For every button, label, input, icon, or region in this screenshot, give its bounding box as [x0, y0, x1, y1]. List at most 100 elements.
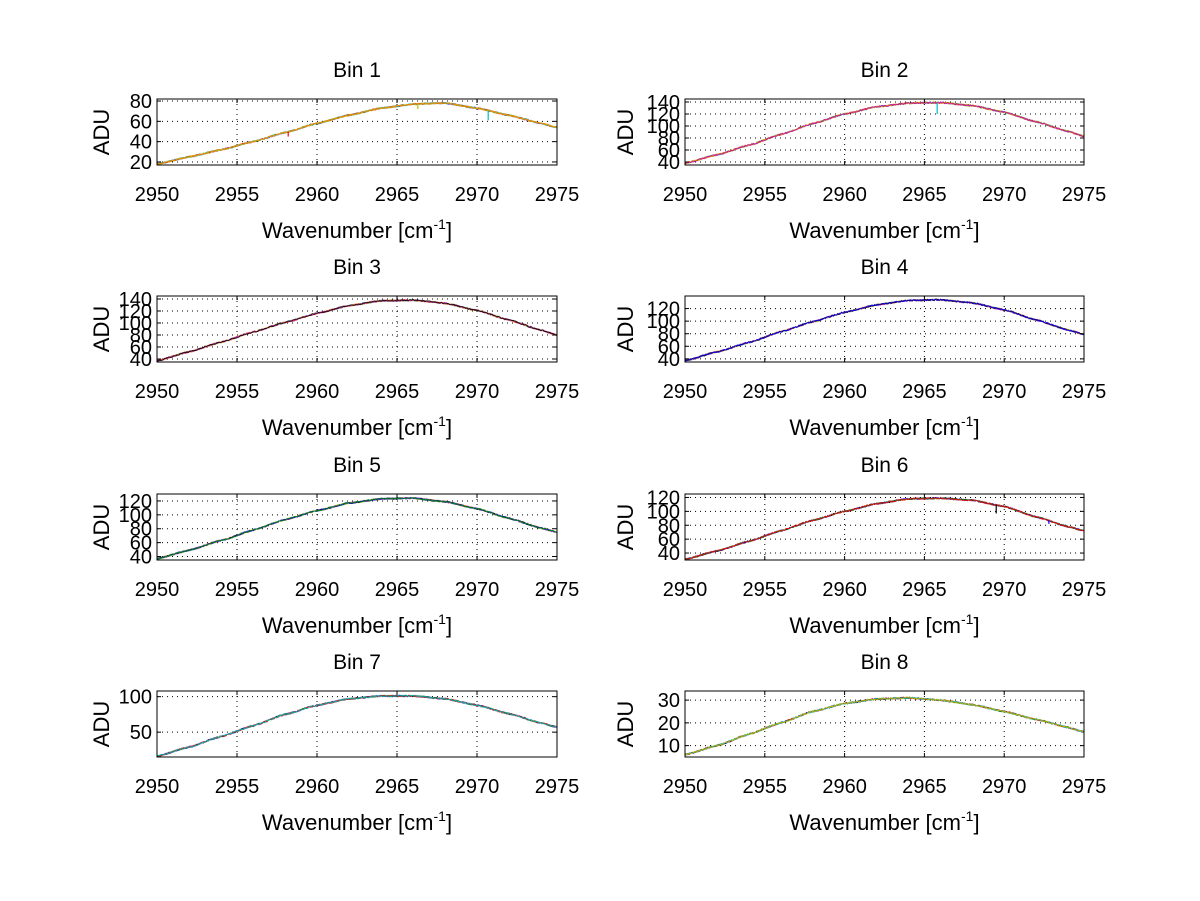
- x-tick-label: 2960: [295, 579, 340, 601]
- x-tick-label: 2960: [295, 381, 340, 403]
- grid: [157, 494, 557, 560]
- y-tick-label: 20: [658, 713, 680, 735]
- x-tick-label: 2955: [215, 579, 260, 601]
- axes-frame: [684, 295, 1085, 363]
- grid: [685, 494, 1084, 560]
- subplot-title: Bin 5: [333, 454, 381, 477]
- x-axis-label-sup: -1: [434, 611, 447, 627]
- spectrum-series-6: [156, 694, 558, 758]
- x-axis-label-sup: -1: [961, 808, 974, 824]
- x-tick-label: 2965: [902, 776, 947, 798]
- y-tick-label: 40: [658, 152, 680, 174]
- spectrum-series-5: [684, 497, 1085, 560]
- x-axis-label: Wavenumber [cm-1]: [789, 808, 979, 835]
- spectrum-series-4: [156, 299, 558, 362]
- spectrum-series-4: [684, 496, 1085, 561]
- x-axis-label: Wavenumber [cm-1]: [789, 216, 979, 243]
- x-axis-label-sup: -1: [961, 413, 974, 429]
- y-tick-label: 100: [647, 501, 680, 523]
- x-axis-label-text: Wavenumber [cm: [262, 415, 434, 440]
- spectrum-series-3: [684, 496, 1085, 561]
- subplot-3: Bin 3 2950 2955 2960 2965 2970 2975 40608010012…: [89, 256, 579, 440]
- subplot-title: Bin 1: [333, 59, 381, 82]
- y-tick-label: 120: [119, 301, 152, 323]
- x-tick-label: 2955: [215, 776, 260, 798]
- spectrum-series-4: [684, 696, 1085, 756]
- x-tick-label: 2955: [743, 381, 788, 403]
- x-axis-label-text: Wavenumber [cm: [262, 218, 434, 243]
- grid: [685, 296, 1084, 362]
- y-tick-label: 120: [647, 487, 680, 509]
- x-axis-label: Wavenumber [cm-1]: [789, 413, 979, 440]
- x-axis-label: Wavenumber [cm-1]: [262, 611, 452, 638]
- subplot-7: Bin 7 2950 2955 2960 2965 2970 2975 50 100 Wavenu…: [89, 651, 579, 835]
- grid: [685, 691, 1084, 757]
- x-tick-label: 2960: [295, 184, 340, 206]
- spectrum-series-2: [156, 298, 558, 362]
- x-axis-label-suffix: ]: [446, 218, 452, 243]
- spectrum-series-5: [684, 298, 1085, 362]
- axes-frame: [684, 690, 1085, 758]
- y-tick-label: 40: [130, 132, 152, 154]
- y-axis-label: ADU: [89, 701, 114, 747]
- x-tick-label: 2965: [375, 381, 420, 403]
- x-tick-label: 2955: [215, 381, 260, 403]
- x-tick-label: 2965: [375, 776, 420, 798]
- spectrum-series-4: [684, 298, 1085, 362]
- spectrum-series-1: [684, 497, 1085, 561]
- x-tick-label: 2960: [822, 776, 867, 798]
- spectrum-series-5: [684, 101, 1085, 165]
- subplot-4: Bin 4 2950 2955 2960 2965 2970 2975 40608010012…: [613, 256, 1106, 440]
- x-tick-label: 2950: [135, 776, 180, 798]
- y-tick-label: 100: [119, 687, 152, 709]
- x-tick-label: 2975: [535, 776, 580, 798]
- x-axis-label-text: Wavenumber [cm: [789, 810, 961, 835]
- y-tick-label: 140: [647, 92, 680, 114]
- x-axis-label: Wavenumber [cm-1]: [262, 808, 452, 835]
- x-tick-label: 2975: [1062, 776, 1107, 798]
- y-axis-label: ADU: [89, 306, 114, 352]
- subplot-title: Bin 4: [861, 256, 909, 279]
- y-tick-label: 100: [647, 116, 680, 138]
- x-tick-label: 2960: [295, 776, 340, 798]
- axes-frame: [684, 493, 1085, 561]
- x-tick-label: 2950: [663, 579, 708, 601]
- y-tick-label: 60: [658, 140, 680, 162]
- x-tick-label: 2965: [375, 184, 420, 206]
- x-tick-label: 2955: [743, 579, 788, 601]
- subplot-title: Bin 6: [861, 454, 909, 477]
- x-tick-label: 2970: [455, 184, 500, 206]
- x-axis-label-text: Wavenumber [cm: [262, 810, 434, 835]
- subplot-title: Bin 8: [861, 651, 909, 674]
- x-tick-label: 2970: [982, 184, 1027, 206]
- spectrum-series-6: [156, 299, 558, 362]
- spectrum-series-2: [156, 694, 558, 757]
- y-tick-label: 40: [130, 349, 152, 371]
- y-tick-label: 60: [130, 533, 152, 555]
- x-tick-label: 2975: [1062, 381, 1107, 403]
- x-axis-label: Wavenumber [cm-1]: [262, 216, 452, 243]
- spectrum-series-1: [684, 696, 1085, 756]
- y-axis-label: ADU: [613, 109, 638, 155]
- spectrum-series-5: [156, 694, 558, 758]
- y-tick-label: 100: [119, 505, 152, 527]
- spectrum-series-6: [156, 101, 558, 165]
- grid: [157, 99, 557, 165]
- grid: [157, 691, 557, 757]
- x-tick-label: 2975: [535, 579, 580, 601]
- y-tick-label: 60: [658, 529, 680, 551]
- x-tick-label: 2955: [743, 184, 788, 206]
- x-tick-label: 2960: [822, 184, 867, 206]
- spectrum-series-1: [684, 298, 1085, 362]
- x-tick-label: 2950: [663, 184, 708, 206]
- x-tick-label: 2970: [455, 776, 500, 798]
- x-tick-label: 2960: [822, 381, 867, 403]
- x-tick-label: 2965: [375, 579, 420, 601]
- x-axis-label-sup: -1: [434, 808, 447, 824]
- x-axis-label-suffix: ]: [973, 415, 979, 440]
- subplot-title: Bin 7: [333, 651, 381, 674]
- y-axis-label: ADU: [613, 701, 638, 747]
- spectrum-series-6: [684, 696, 1085, 756]
